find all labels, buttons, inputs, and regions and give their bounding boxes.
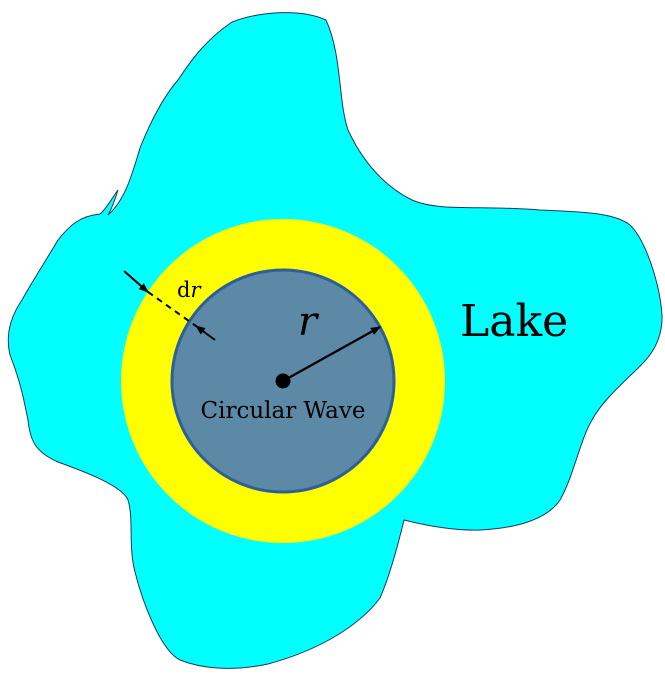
wave-label: Circular Wave [201, 398, 366, 424]
dr-label-prefix: d [177, 278, 190, 302]
dr-dashed-line [147, 291, 197, 327]
dr-label-var: r [190, 278, 202, 302]
radius-arrow [282, 326, 381, 382]
dr-label: dr [177, 278, 202, 302]
dr-outer-arrow [123, 270, 149, 293]
lake-label: Lake [460, 296, 568, 347]
radius-label: r [298, 299, 320, 345]
dr-inner-arrow [195, 325, 216, 341]
